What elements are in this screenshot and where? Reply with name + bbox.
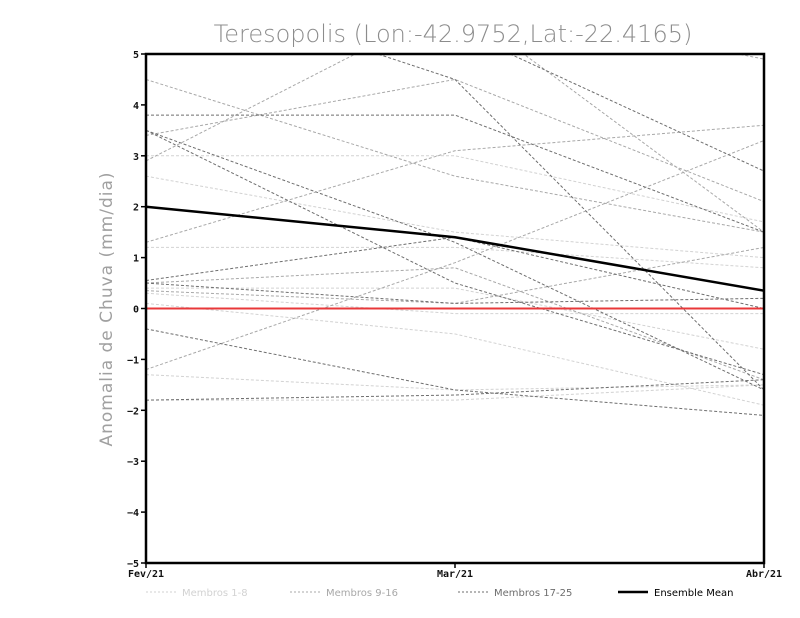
legend-label: Membros 17-25 (494, 588, 572, 599)
member-line-m1 (146, 175, 764, 259)
member-line-m4 (146, 302, 764, 406)
member-line-m2 (146, 155, 764, 223)
member-line-m20 (146, 236, 764, 309)
member-line-m22 (146, 379, 764, 401)
y-tick-label: 3 (133, 152, 139, 163)
y-tick-label: −5 (127, 559, 139, 570)
x-tick-label: Mar/21 (437, 569, 473, 580)
member-line-m5 (146, 374, 764, 391)
member-line-m13 (146, 267, 764, 381)
y-axis-ticks: −5 −4 −3 −2 −1 0 1 2 3 4 5 (127, 50, 146, 570)
legend-label: Ensemble Mean (654, 588, 733, 599)
ensemble-mean-line (145, 205, 765, 292)
y-tick-label: −1 (127, 355, 139, 366)
chart-title: Teresopolis (Lon:-42.9752,Lat:-22.4165) (214, 20, 693, 48)
member-line-m24 (146, 129, 764, 391)
member-line-m10 (146, 78, 764, 203)
member-line-m8 (146, 287, 764, 350)
y-tick-label: 0 (133, 305, 139, 316)
member-line-m12 (146, 140, 764, 371)
member-line-m16 (146, 54, 764, 233)
member-line-m3 (146, 292, 764, 315)
legend-label: Membros 9-16 (326, 588, 398, 599)
y-axis-label: Anomalia de Chuva (mm/dia) (97, 171, 117, 446)
member-line-m25 (508, 54, 764, 172)
y-tick-label: −2 (127, 406, 139, 417)
member-line-m17 (146, 114, 764, 233)
y-tick-label: −3 (127, 457, 139, 468)
y-tick-label: 4 (133, 101, 139, 112)
y-tick-label: −4 (127, 508, 139, 519)
member-line-m11 (146, 124, 764, 243)
y-tick-label: 5 (133, 50, 139, 61)
x-axis-ticks: Fev/21 Mar/21 Abr/21 (128, 563, 782, 580)
member-lines (146, 54, 764, 416)
member-line-m9 (146, 78, 764, 233)
member-line-m6 (146, 246, 764, 269)
y-tick-label: 1 (133, 254, 139, 265)
x-tick-label: Fev/21 (128, 569, 164, 580)
y-tick-label: 2 (133, 203, 139, 214)
member-line-m7 (146, 384, 764, 401)
member-line-m21 (376, 54, 764, 391)
legend: Membros 1-8 Membros 9-16 Membros 17-25 Ense… (146, 588, 733, 599)
member-line-m23 (146, 282, 764, 304)
member-line-m19 (146, 328, 764, 416)
legend-label: Membros 1-8 (182, 588, 248, 599)
x-tick-label: Abr/21 (746, 569, 782, 580)
